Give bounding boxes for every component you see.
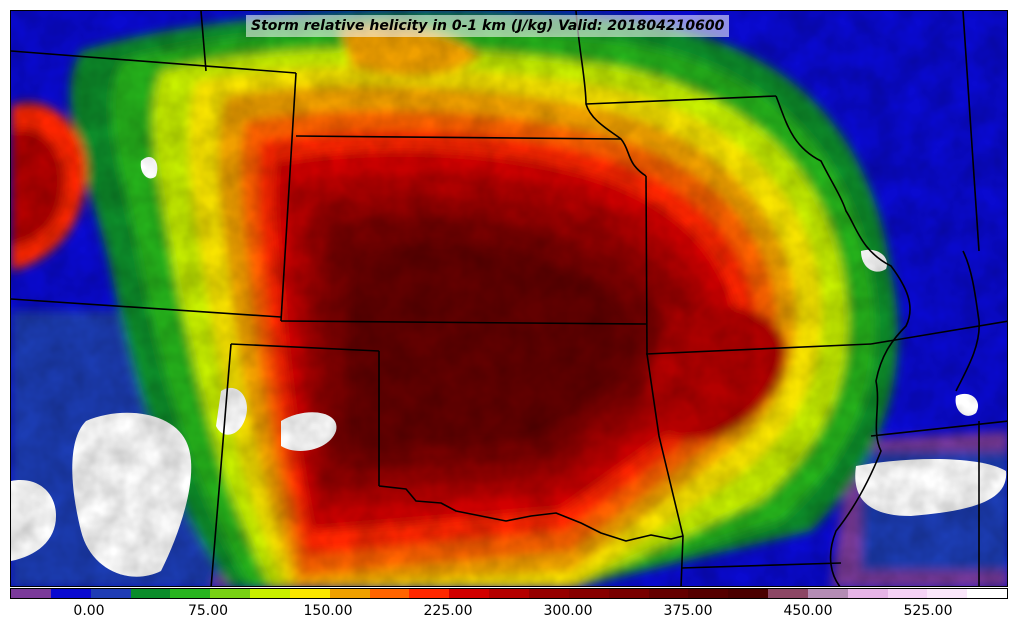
colorbar-segment — [289, 589, 330, 598]
colorbar-segment — [369, 589, 410, 598]
colorbar-segment — [927, 589, 968, 598]
colorbar-segment — [449, 589, 490, 598]
state-borders — [11, 11, 1007, 586]
colorbar-segment — [688, 589, 729, 598]
colorbar-segment — [489, 589, 529, 598]
colorbar — [10, 588, 1008, 599]
colorbar-segment — [648, 589, 689, 598]
colorbar-segment — [210, 589, 251, 598]
colorbar-tick-label: 300.00 — [543, 603, 593, 619]
colorbar-tick-label: 375.00 — [663, 603, 713, 619]
colorbar-tick-label: 225.00 — [423, 603, 473, 619]
colorbar-segment — [847, 589, 888, 598]
colorbar-tick-label: 150.00 — [303, 603, 353, 619]
colorbar-segment — [170, 589, 211, 598]
map-title: Storm relative helicity in 0-1 km (J/kg)… — [246, 15, 730, 37]
colorbar-segment — [528, 589, 569, 598]
colorbar-segment — [568, 589, 609, 598]
colorbar-tick-label: 525.00 — [903, 603, 953, 619]
colorbar-segment — [250, 589, 290, 598]
colorbar-tick-label: 450.00 — [783, 603, 833, 619]
colorbar-segment — [768, 589, 808, 598]
colorbar-segment — [967, 589, 1008, 598]
colorbar-segment — [887, 589, 928, 598]
colorbar-segment — [329, 589, 370, 598]
colorbar-segment — [130, 589, 171, 598]
colorbar-tick-label: 75.00 — [187, 603, 229, 619]
colorbar-segment — [90, 589, 131, 598]
srh-map — [10, 10, 1008, 587]
colorbar-tick-label: 0.00 — [73, 603, 105, 619]
texture-overlay — [11, 11, 1007, 586]
colorbar-segment — [50, 589, 91, 598]
colorbar-segment — [608, 589, 649, 598]
colorbar-segment — [728, 589, 769, 598]
colorbar-segment — [11, 589, 51, 598]
colorbar-segment — [807, 589, 848, 598]
colorbar-segment — [409, 589, 450, 598]
